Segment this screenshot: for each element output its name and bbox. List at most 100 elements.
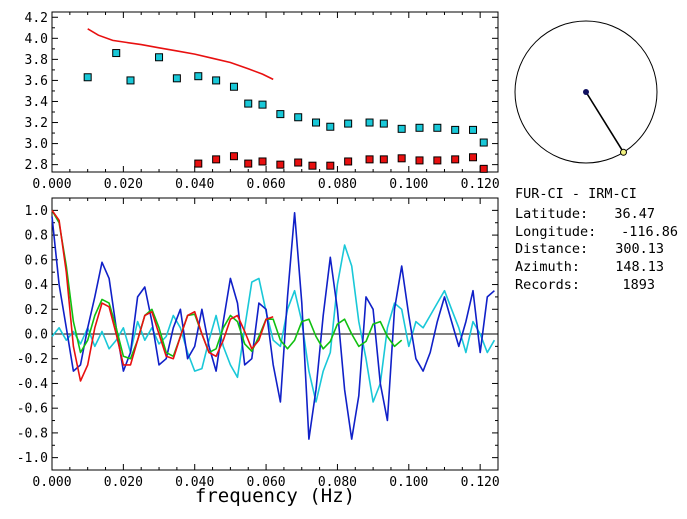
y-tick-label: 3.8 — [25, 53, 48, 68]
x-tick-label: 0.080 — [318, 177, 357, 192]
cyan-marker — [229, 82, 238, 91]
azimuth-value: 148.13 — [615, 259, 664, 275]
y-tick-label: -0.4 — [17, 377, 48, 392]
cyan-series-line — [51, 244, 496, 403]
red-marker — [344, 157, 353, 166]
y-tick-label: 4.2 — [25, 11, 48, 26]
cyan-marker — [397, 124, 406, 133]
cyan-marker — [479, 138, 488, 147]
x-tick-label: 0.000 — [32, 177, 71, 192]
y-tick-label: 0.2 — [25, 303, 48, 318]
y-tick-label: 0.6 — [25, 253, 48, 268]
red-marker — [258, 157, 267, 166]
cyan-marker — [112, 49, 121, 58]
red-series-line — [51, 209, 274, 382]
azimuth-label: Azimuth: — [515, 259, 580, 275]
y-tick-label: 3.6 — [25, 74, 48, 89]
cyan-marker — [244, 99, 253, 108]
x-tick-label: 0.080 — [318, 475, 357, 490]
red-marker — [326, 161, 335, 170]
red-marker — [244, 159, 253, 168]
cyan-marker — [258, 100, 267, 109]
station-info: FUR-CI - IRM-CI Latitude: 36.47 Longitud… — [515, 186, 678, 293]
records-value: 1893 — [622, 277, 655, 293]
y-tick-label: -0.6 — [17, 402, 48, 417]
red-marker — [379, 155, 388, 164]
y-tick-label: -0.8 — [17, 426, 48, 441]
cyan-marker — [212, 76, 221, 85]
y-tick-label: 0.0 — [25, 328, 48, 343]
red-marker — [294, 158, 303, 167]
x-tick-label: 0.000 — [32, 475, 71, 490]
x-tick-label: 0.060 — [247, 475, 286, 490]
correlation-panel: 0.000 0.020 0.040 0.060 0.080 0.100 0.120 1.0 0.… — [17, 197, 500, 490]
y-tick-label: 3.0 — [25, 137, 48, 152]
cyan-marker — [312, 118, 321, 127]
cyan-marker — [126, 76, 135, 85]
cyan-marker — [415, 123, 424, 132]
red-marker — [229, 152, 238, 161]
distance-label: Distance: — [515, 241, 588, 257]
x-tick-label: 0.100 — [389, 475, 428, 490]
cyan-marker — [83, 73, 92, 82]
cyan-marker — [451, 125, 460, 134]
cyan-marker — [469, 125, 478, 134]
azimuth-line — [585, 91, 625, 153]
y-tick-label: 0.8 — [25, 229, 48, 244]
distance-value: 300.13 — [615, 241, 664, 257]
red-marker — [212, 155, 221, 164]
green-series-line — [51, 210, 403, 360]
y-tick-label: -0.2 — [17, 352, 48, 367]
center-dot — [583, 89, 589, 95]
x-tick-label: 0.020 — [104, 475, 143, 490]
cyan-marker — [294, 113, 303, 122]
longitude-value: -116.86 — [621, 224, 678, 240]
station-marker — [619, 148, 627, 156]
red-marker — [308, 161, 317, 170]
cyan-marker — [379, 119, 388, 128]
blue-series-line — [51, 212, 495, 440]
x-tick-label: 0.040 — [175, 177, 214, 192]
records-label: Records: — [515, 277, 580, 293]
y-tick-label: 1.0 — [25, 204, 48, 219]
group-velocity-curve — [87, 28, 274, 81]
y-tick-label: 3.2 — [25, 116, 48, 131]
cyan-marker — [433, 123, 442, 132]
velocity-panel: 0.000 0.020 0.040 0.060 0.080 0.100 0.120 2.8 3.… — [25, 11, 500, 192]
x-tick-label: 0.100 — [389, 177, 428, 192]
red-marker — [469, 153, 478, 162]
cyan-marker — [155, 53, 164, 62]
longitude-label: Longitude: — [515, 224, 596, 240]
cyan-marker — [365, 118, 374, 127]
latitude-label: Latitude: — [515, 206, 588, 222]
x-tick-label: 0.120 — [461, 177, 500, 192]
cyan-marker — [194, 72, 203, 81]
y-tick-label: -1.0 — [17, 451, 48, 466]
cyan-marker — [344, 119, 353, 128]
cyan-marker — [326, 122, 335, 131]
red-marker — [194, 159, 203, 168]
red-marker — [415, 156, 424, 165]
red-marker — [479, 164, 488, 173]
red-marker — [451, 155, 460, 164]
x-tick-label: 0.040 — [175, 475, 214, 490]
plot-frame — [51, 11, 499, 173]
station-title: FUR-CI - IRM-CI — [515, 186, 637, 202]
cyan-marker — [276, 110, 285, 119]
latitude-value: 36.47 — [614, 206, 655, 222]
y-tick-label: 4.0 — [25, 32, 48, 47]
cyan-marker — [172, 74, 181, 83]
x-tick-label: 0.060 — [247, 177, 286, 192]
y-tick-label: 0.4 — [25, 278, 49, 293]
x-axis-label: frequency (Hz) — [195, 485, 355, 507]
y-tick-label: 2.8 — [25, 158, 48, 173]
azimuth-circle — [514, 20, 658, 164]
x-tick-label: 0.020 — [104, 177, 143, 192]
red-marker — [397, 154, 406, 163]
red-marker — [433, 156, 442, 165]
red-marker — [365, 155, 374, 164]
azimuth-circle-outline — [514, 20, 658, 164]
y-tick-label: 3.4 — [25, 95, 49, 110]
red-marker — [276, 160, 285, 169]
